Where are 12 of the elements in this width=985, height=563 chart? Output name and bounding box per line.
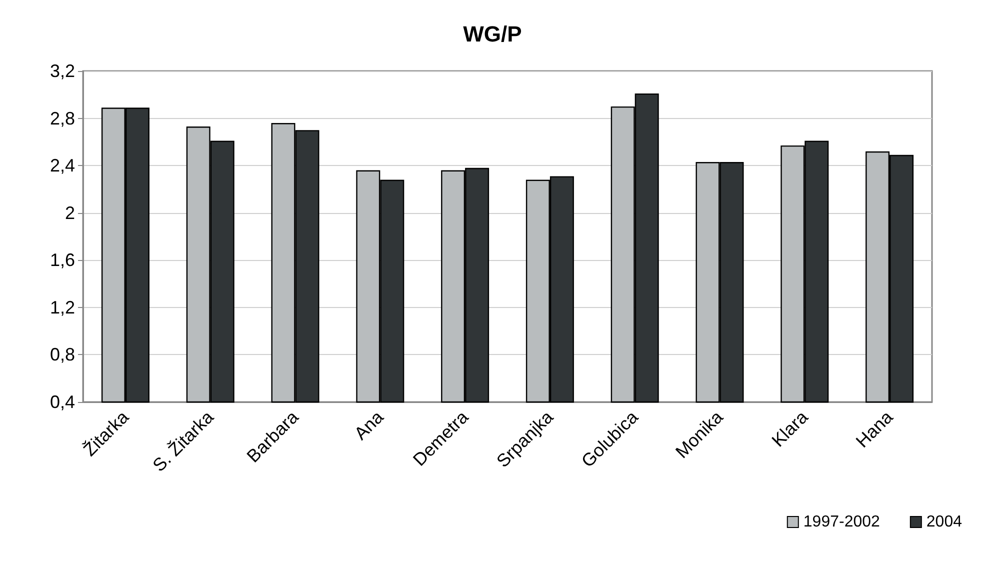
y-tick-label: 1,2 [50, 297, 75, 318]
x-tick-label: Ana [350, 406, 388, 444]
y-tick-label: 2 [64, 202, 75, 223]
y-tick-label: 2,8 [50, 108, 75, 128]
y-tick-label: 0,4 [50, 392, 75, 412]
y-tick-label: 0,8 [50, 344, 75, 365]
y-tick-label: 3,2 [50, 61, 75, 81]
y-tick-label: 1,6 [50, 250, 75, 270]
legend-label: 1997-2002 [803, 514, 880, 530]
legend-label: 2004 [926, 514, 962, 530]
y-tick-label: 2,4 [50, 156, 75, 176]
chart-title: WG/P [463, 22, 522, 46]
